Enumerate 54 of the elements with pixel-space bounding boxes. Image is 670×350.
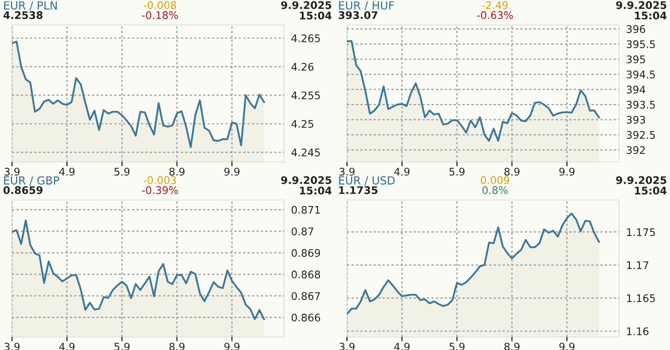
x-tick-label: 5.9 bbox=[114, 168, 130, 176]
y-tick-label: 1.165 bbox=[627, 294, 655, 302]
chart-subtitle: 393.07 bbox=[338, 11, 378, 20]
y-tick-label: 392 bbox=[626, 146, 645, 154]
x-tick-label: 3.9 bbox=[4, 168, 20, 176]
y-tick-label: 4.255 bbox=[291, 91, 320, 100]
text: -0.003 bbox=[144, 176, 176, 184]
x-tick-label: 5.9 bbox=[449, 168, 465, 176]
y-tick-label: 0.871 bbox=[292, 206, 320, 214]
text: -2.49 bbox=[482, 1, 508, 10]
y-tick-label: 396 bbox=[626, 25, 646, 34]
text: 9.9.2025 15:04 bbox=[281, 1, 332, 20]
y-tick-label: 0.866 bbox=[292, 314, 320, 322]
y-tick-label: 395 bbox=[626, 55, 645, 64]
y-tick-label: 395.5 bbox=[626, 40, 655, 48]
x-tick-label: 8.9 bbox=[169, 168, 185, 176]
text: -0.008 bbox=[144, 1, 176, 10]
y-tick-label: 4.245 bbox=[291, 148, 320, 156]
y-tick-label: 4.26 bbox=[291, 62, 314, 71]
text: 9.9.2025 15:04 bbox=[616, 176, 667, 195]
text: 0.8% bbox=[482, 186, 508, 194]
y-tick-label: 0.868 bbox=[292, 270, 320, 278]
chart-subtitle: 4.2538 bbox=[3, 11, 43, 20]
x-tick-label: 9.9 bbox=[224, 168, 240, 176]
x-tick-label: 4.9 bbox=[394, 168, 410, 176]
y-tick-label: 0.869 bbox=[292, 249, 320, 257]
y-tick-label: 394.5 bbox=[626, 70, 655, 78]
y-tick-label: 1.175 bbox=[627, 228, 655, 236]
chart-subtitle: 0.8659 bbox=[4, 186, 43, 194]
chart-title: EUR / HUF bbox=[339, 1, 394, 10]
y-tick-label: 394 bbox=[626, 86, 646, 94]
y-tick-label: 393.5 bbox=[626, 100, 655, 109]
text: -0.39% bbox=[142, 186, 178, 194]
chart-title: EUR / USD bbox=[339, 176, 395, 186]
y-tick-label: 392.5 bbox=[626, 131, 655, 139]
text: 0.009 bbox=[480, 176, 510, 184]
y-tick-label: 4.265 bbox=[291, 34, 320, 42]
x-tick-label: 3.9 bbox=[340, 168, 355, 176]
text: -0.18% bbox=[142, 11, 178, 20]
chart-title: EUR / PLN bbox=[4, 1, 57, 10]
y-tick-label: 0.867 bbox=[292, 292, 320, 300]
x-tick-label: 4.9 bbox=[59, 168, 75, 176]
y-tick-label: 4.25 bbox=[291, 120, 314, 128]
chart-subtitle: 1.1735 bbox=[339, 186, 378, 194]
x-tick-label: 8.9 bbox=[504, 168, 520, 176]
chart-title: EUR / GBP bbox=[4, 176, 60, 186]
text: 9.9.2025 15:04 bbox=[281, 176, 332, 195]
x-tick-label: 9.9 bbox=[559, 168, 574, 176]
y-tick-label: 1.16 bbox=[627, 327, 648, 336]
y-tick-label: 0.87 bbox=[292, 227, 314, 236]
text: -0.63% bbox=[477, 11, 513, 20]
text: 9.9.2025 15:04 bbox=[616, 1, 667, 20]
y-tick-label: 393 bbox=[626, 116, 645, 124]
y-tick-label: 1.17 bbox=[627, 261, 648, 269]
